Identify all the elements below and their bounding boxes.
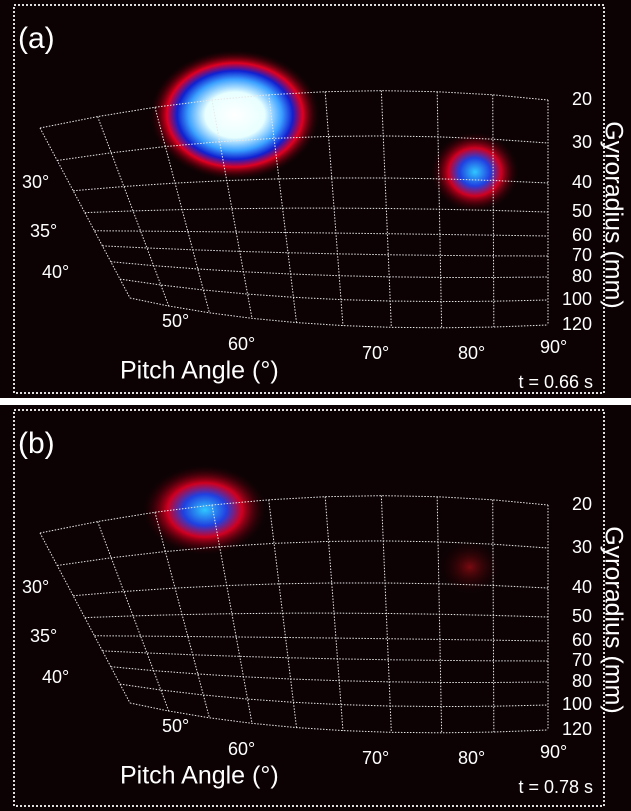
- grid-line: [268, 94, 298, 323]
- pitch-tick: 30°: [22, 577, 49, 597]
- grid-line: [39, 127, 131, 299]
- gyroradius-tick: 70: [572, 650, 592, 670]
- gyroradius-tick: 40: [572, 577, 592, 597]
- grid-line: [84, 207, 549, 214]
- pitch-tick: 50°: [162, 716, 189, 736]
- x-axis-label: Pitch Angle (°): [120, 762, 279, 790]
- grid-line: [380, 495, 392, 733]
- grid-line: [129, 702, 549, 734]
- y-axis-label: Gyroradius (mm): [599, 121, 627, 309]
- y-axis-label: Gyroradius (mm): [599, 526, 627, 714]
- grid-line: [102, 650, 549, 662]
- panel-label: (b): [18, 427, 55, 460]
- grid-line: [57, 135, 549, 161]
- gyroradius-tick: 70: [572, 245, 592, 265]
- grid-line: [211, 504, 253, 724]
- grid-line: [94, 230, 549, 237]
- pitch-tick: 70°: [362, 343, 389, 363]
- panel-a: (a) t = 0.66 s Pitch Angle (°) Gyroradius (…: [0, 0, 631, 398]
- gyroradius-tick: 50: [572, 606, 592, 626]
- gyroradius-tick: 20: [572, 494, 592, 514]
- spot: [143, 465, 267, 555]
- pitch-tick: 30°: [22, 172, 49, 192]
- pitch-tick: 40°: [42, 667, 69, 687]
- pitch-tick: 90°: [540, 742, 567, 762]
- timestamp: t = 0.66 s: [518, 372, 593, 392]
- gyroradius-tick: 100: [562, 694, 592, 714]
- pitch-tick: 60°: [228, 739, 255, 759]
- grid-line: [57, 540, 549, 566]
- pitch-tick: 90°: [540, 337, 567, 357]
- pitch-tick: 70°: [362, 748, 389, 768]
- grid-line: [119, 683, 549, 708]
- gyroradius-tick: 20: [572, 89, 592, 109]
- grid-line: [73, 177, 549, 192]
- pitch-tick: 80°: [458, 343, 485, 363]
- gyroradius-tick: 120: [562, 314, 592, 334]
- pitch-tick: 80°: [458, 748, 485, 768]
- gyroradius-tick: 80: [572, 671, 592, 691]
- grid-line: [119, 278, 549, 303]
- grid-line: [39, 90, 549, 129]
- panel-label: (a): [18, 22, 55, 55]
- grid-line: [110, 261, 549, 278]
- grid-line: [268, 499, 298, 728]
- grid-line: [129, 297, 549, 329]
- pitch-tick: 40°: [42, 262, 69, 282]
- gyroradius-tick: 30: [572, 537, 592, 557]
- grid-line: [110, 666, 549, 683]
- gyroradius-tick: 50: [572, 201, 592, 221]
- grid-line: [436, 496, 443, 733]
- grid-line: [211, 99, 253, 319]
- grid-line: [492, 499, 495, 733]
- grid-line: [324, 496, 344, 731]
- grid-line: [102, 245, 549, 257]
- pitch-tick: 50°: [162, 311, 189, 331]
- gyroradius-tick: 80: [572, 266, 592, 286]
- gyroradius-tick: 60: [572, 225, 592, 245]
- gyroradius-tick: 30: [572, 132, 592, 152]
- gyroradius-tick: 100: [562, 289, 592, 309]
- spot: [438, 539, 502, 595]
- gyroradius-tick: 40: [572, 172, 592, 192]
- spot: [431, 132, 519, 212]
- spot: [150, 50, 320, 180]
- pitch-tick: 35°: [30, 626, 57, 646]
- grid-line: [73, 582, 549, 597]
- grid-line: [84, 612, 549, 619]
- pitch-tick: 35°: [30, 221, 57, 241]
- x-axis-label: Pitch Angle (°): [120, 357, 279, 385]
- grid-line: [39, 532, 131, 704]
- grid-line: [94, 635, 549, 642]
- grid-line: [380, 90, 392, 328]
- grid-line: [492, 94, 495, 328]
- grid-line: [436, 91, 443, 328]
- gyroradius-tick: 60: [572, 630, 592, 650]
- timestamp: t = 0.78 s: [518, 777, 593, 797]
- gyroradius-tick: 120: [562, 719, 592, 739]
- panel-b: (b) t = 0.78 s Pitch Angle (°) Gyroradius (…: [0, 405, 631, 811]
- grid-line: [324, 91, 344, 326]
- grid-line: [39, 495, 549, 534]
- pitch-tick: 60°: [228, 334, 255, 354]
